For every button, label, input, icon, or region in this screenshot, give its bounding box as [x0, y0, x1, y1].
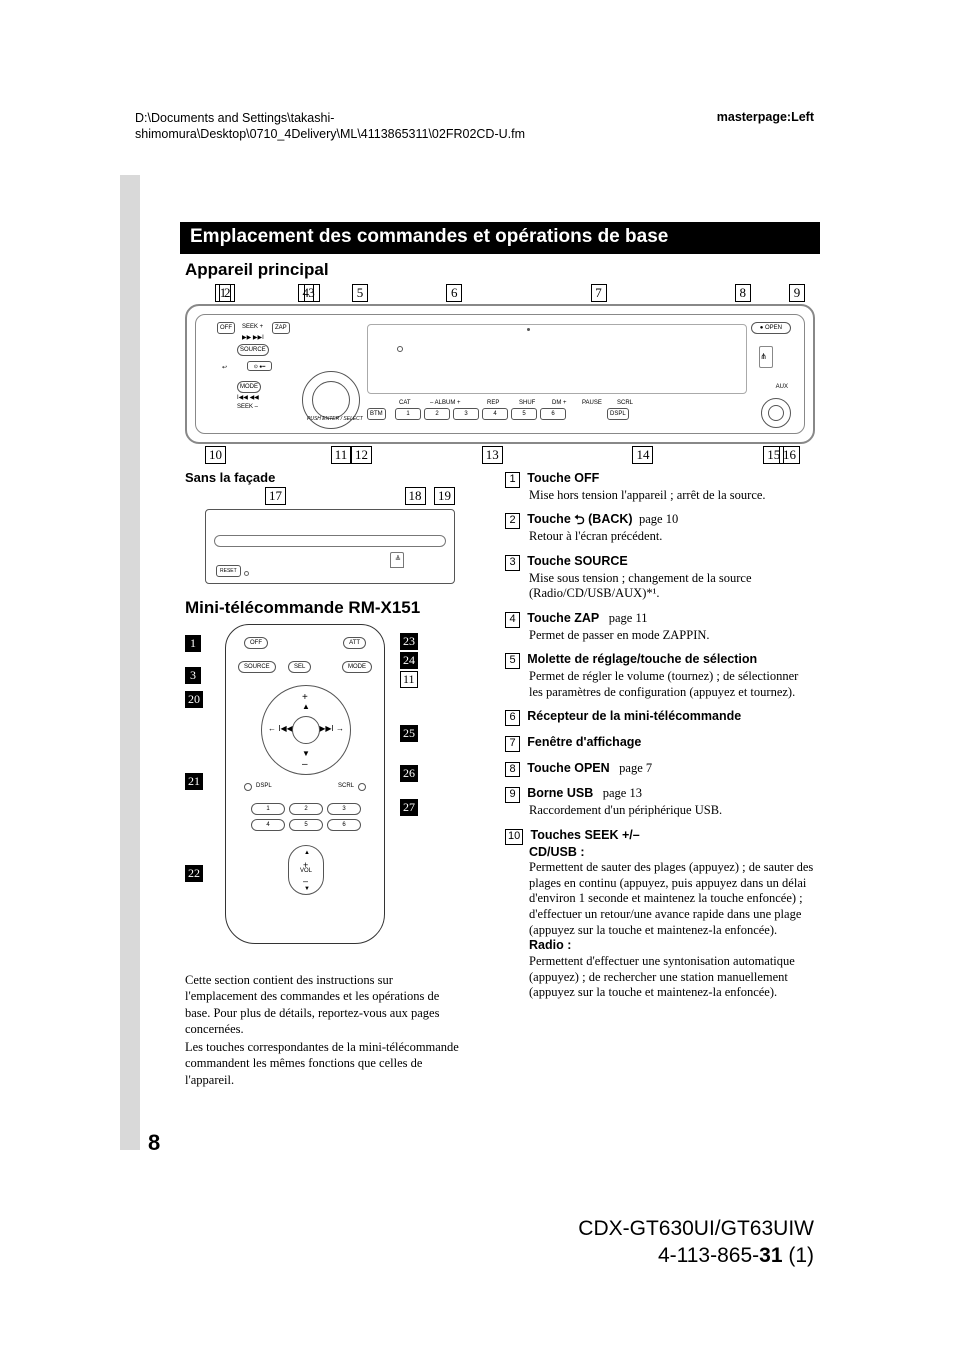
item-2: 2 Touche ⮌ (BACK) page 10 Retour à l'écr… [505, 511, 815, 544]
remote-callouts-left: 1 3 20 21 22 [185, 634, 203, 883]
intro-paragraph-2: Les touches correspondantes de la mini-t… [185, 1039, 465, 1088]
remote-dpad: + ▲ ← I◀◀ ▶▶I → ▼ – [261, 685, 351, 775]
remote-sel: SEL [288, 661, 311, 673]
subheading-sans-facade: Sans la façade [185, 470, 485, 485]
item-7: 7 Fenêtre d'affichage [505, 734, 815, 752]
label-off: OFF [217, 322, 235, 334]
unit-without-faceplate-diagram: ≜ RESET [205, 509, 455, 584]
subheading-remote: Mini-télécommande RM-X151 [185, 598, 485, 618]
btn-reset: RESET [216, 565, 241, 577]
page-number: 8 [148, 1130, 160, 1156]
item-5: 5 Molette de réglage/touche de sélection… [505, 651, 815, 700]
eject-button: ≜ [390, 552, 404, 568]
item-1: 1 Touche OFF Mise hors tension l'apparei… [505, 470, 815, 503]
remote-source: SOURCE [238, 661, 276, 673]
page-content: Emplacement des commandes et opérations … [185, 222, 815, 1088]
label-seekplus: SEEK + [242, 324, 263, 330]
aux-jack [761, 398, 791, 428]
back-arrow-icon: ⮌ [574, 512, 584, 528]
remote-mode: MODE [342, 661, 372, 673]
header-filepath: D:\Documents and Settings\takashi- shimo… [135, 110, 555, 143]
section-title: Emplacement des commandes et opérations … [180, 222, 820, 254]
footer-model-info: CDX-GT630UI/GT63UIW 4-113-865-31 (1) [578, 1215, 814, 1270]
remote-att: ATT [343, 637, 366, 649]
remote-dspl-btn [244, 783, 252, 791]
item-9: 9 Borne USB page 13 Raccordement d'un pé… [505, 785, 815, 818]
btn-open: ● OPEN [751, 322, 791, 334]
label-mode: MODE [237, 381, 261, 393]
number-buttons: 1 2 3 4 5 6 [395, 408, 566, 420]
remote-vol: ▲ + VOL – ▼ [288, 845, 324, 895]
remote-diagram: OFF ATT SOURCE SEL MODE + ▲ ← I◀◀ ▶▶I → … [225, 624, 385, 944]
controls-description-list: 1 Touche OFF Mise hors tension l'apparei… [505, 470, 815, 1088]
label-seekminus: SEEK – [237, 404, 258, 410]
item-3: 3 Touche SOURCE Mise sous tension ; chan… [505, 553, 815, 602]
main-unit-diagram: OFF SEEK + ZAP ▶▶ ▶▶I SOURCE ↩ ⊙ ●━ MODE… [185, 304, 815, 444]
label-zap: ZAP [272, 322, 290, 334]
callout-row-bottom: 10 11 12 13 14 15 16 [185, 446, 815, 464]
gutter-bar [120, 175, 140, 1150]
remote-number-grid: 1 2 3 4 5 6 [251, 803, 361, 831]
btn-btm: BTM [367, 408, 386, 420]
callout-row-sans: 17 18 19 [185, 487, 485, 505]
item-10: 10 Touches SEEK +/– CD/USB : Permettent … [505, 827, 815, 1001]
btn-dspl: DSPL [607, 408, 629, 420]
remote-callouts-right: 23 24 11 25 26 27 [400, 632, 418, 817]
callout-row-top: 1 2 3 4 5 6 7 8 9 [185, 284, 815, 302]
label-source: SOURCE [237, 344, 269, 356]
left-column: Sans la façade 17 18 19 ≜ RESET Mini-tél… [185, 470, 485, 1088]
item-8: 8 Touche OPEN page 7 [505, 760, 815, 778]
remote-scrl-btn [358, 783, 366, 791]
item-6: 6 Récepteur de la mini-télécommande [505, 708, 815, 726]
intro-paragraph-1: Cette section contient des instructions … [185, 972, 465, 1037]
remote-off: OFF [244, 637, 268, 649]
header-masterpage: masterpage:Left [717, 110, 814, 124]
cd-slot [214, 535, 446, 547]
item-4: 4 Touche ZAP page 11 Permet de passer en… [505, 610, 815, 643]
subheading-main-unit: Appareil principal [185, 260, 815, 280]
display-window [367, 324, 747, 394]
